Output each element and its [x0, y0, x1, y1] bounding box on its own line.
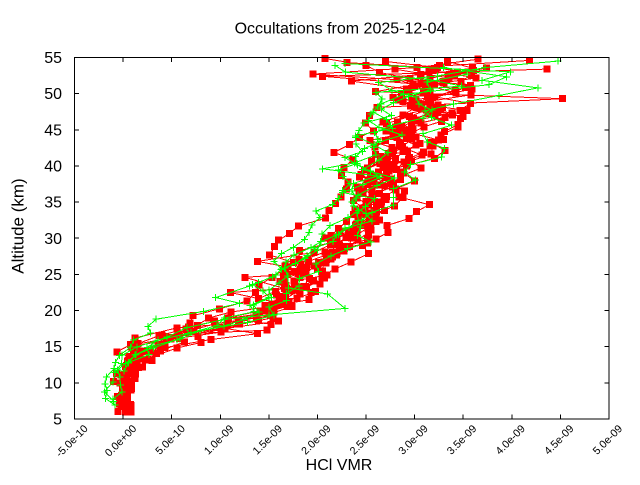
svg-text:25: 25 — [44, 267, 62, 284]
svg-text:55: 55 — [44, 50, 62, 67]
svg-text:15: 15 — [44, 339, 62, 356]
svg-text:30: 30 — [44, 231, 62, 248]
svg-text:5: 5 — [53, 412, 62, 429]
svg-text:HCl VMR: HCl VMR — [306, 457, 373, 474]
svg-text:Occultations from 2025-12-04: Occultations from 2025-12-04 — [235, 21, 446, 38]
svg-text:10: 10 — [44, 375, 62, 392]
svg-text:20: 20 — [44, 303, 62, 320]
svg-text:40: 40 — [44, 158, 62, 175]
svg-text:35: 35 — [44, 195, 62, 212]
svg-text:50: 50 — [44, 86, 62, 103]
svg-text:Altitude (km): Altitude (km) — [9, 178, 28, 273]
svg-text:45: 45 — [44, 122, 62, 139]
